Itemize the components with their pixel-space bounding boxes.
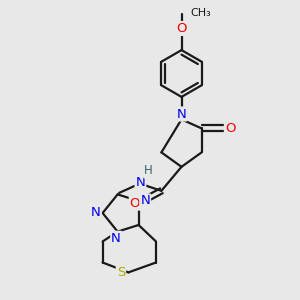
Text: H: H <box>144 164 153 178</box>
Text: N: N <box>140 194 150 208</box>
Text: O: O <box>130 196 140 210</box>
Text: O: O <box>225 122 236 135</box>
Text: N: N <box>91 206 101 220</box>
Text: N: N <box>177 107 186 121</box>
Text: O: O <box>176 22 187 35</box>
Text: N: N <box>136 176 145 190</box>
Text: S: S <box>117 266 125 279</box>
Text: CH₃: CH₃ <box>190 8 211 19</box>
Text: N: N <box>111 232 121 245</box>
